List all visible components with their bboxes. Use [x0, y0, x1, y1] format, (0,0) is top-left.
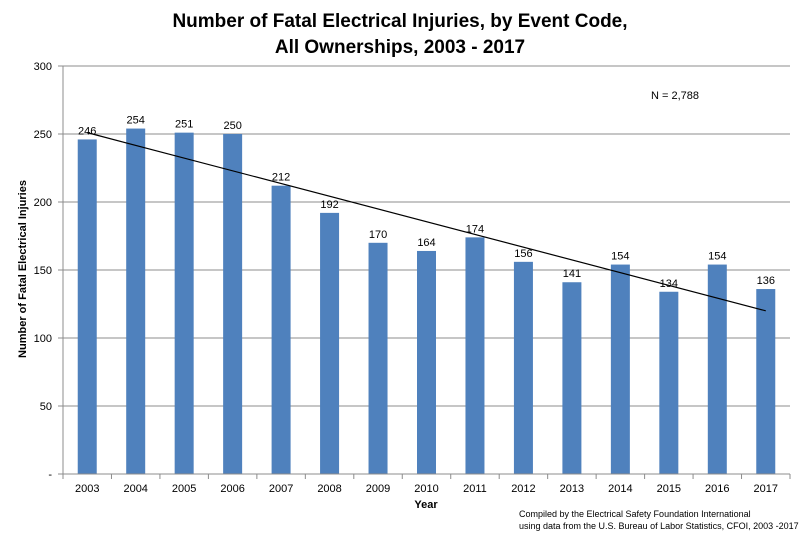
y-tick-label: 150 — [34, 265, 52, 277]
data-label: 192 — [320, 199, 338, 211]
y-tick-label: - — [48, 469, 52, 481]
axes — [58, 65, 791, 479]
data-label: 154 — [611, 251, 629, 263]
x-axis-label: Year — [414, 499, 438, 511]
x-tick-label: 2012 — [511, 483, 535, 495]
bar — [659, 291, 679, 474]
bar — [223, 134, 243, 474]
x-tick-label: 2009 — [366, 483, 390, 495]
bar — [368, 242, 388, 474]
bar — [271, 185, 291, 474]
y-tick-label: 100 — [34, 333, 52, 345]
bars-group — [77, 128, 776, 474]
data-label: 141 — [563, 268, 581, 280]
bar — [126, 128, 146, 474]
sample-size-annotation: N = 2,788 — [651, 90, 699, 102]
data-label: 134 — [660, 278, 678, 290]
x-tick-label: 2005 — [172, 483, 196, 495]
y-axis-label: Number of Fatal Electrical Injuries — [17, 180, 29, 358]
bar — [320, 212, 340, 474]
bar — [174, 132, 194, 474]
data-label: 254 — [127, 115, 145, 127]
bar — [756, 289, 776, 474]
y-tick-label: 50 — [40, 401, 52, 413]
data-label: 246 — [78, 125, 96, 137]
x-tick-label: 2014 — [608, 483, 632, 495]
bar — [610, 264, 630, 474]
data-label: 156 — [514, 248, 532, 260]
credit-line-1: Compiled by the Electrical Safety Founda… — [519, 509, 751, 519]
data-label: 154 — [708, 251, 726, 263]
bar — [562, 282, 582, 474]
bar — [417, 250, 436, 474]
y-tick-label: 250 — [34, 129, 52, 141]
trend-line — [87, 132, 766, 312]
x-tick-label: 2013 — [560, 483, 584, 495]
bar — [707, 264, 727, 474]
x-tick-label: 2016 — [705, 483, 729, 495]
x-tick-label: 2006 — [220, 483, 244, 495]
x-tick-labels: 2003 2004 2005 2006 2007 2008 2009 2010 2011 2012… — [75, 483, 778, 495]
data-label: 164 — [417, 237, 435, 249]
x-tick-label: 2008 — [317, 483, 341, 495]
data-label: 212 — [272, 172, 290, 184]
credit-line-2: using data from the U.S. Bureau of Labor… — [519, 521, 799, 531]
data-label: 251 — [175, 119, 193, 131]
x-tick-label: 2015 — [657, 483, 681, 495]
data-labels: 246 254 251 250 212 192 170 164 174 156 141 154 134 1… — [78, 115, 775, 290]
x-tick-label: 2017 — [754, 483, 778, 495]
x-tick-label: 2003 — [75, 483, 99, 495]
bar — [77, 139, 97, 474]
bar — [465, 237, 485, 474]
data-label: 174 — [466, 223, 484, 235]
data-label: 170 — [369, 229, 387, 241]
x-tick-label: 2010 — [414, 483, 438, 495]
x-tick-label: 2011 — [463, 483, 487, 495]
data-label: 250 — [223, 120, 241, 132]
bar — [513, 261, 533, 474]
x-tick-label: 2007 — [269, 483, 293, 495]
y-tick-label: 300 — [34, 61, 52, 73]
chart-title-line1: Number of Fatal Electrical Injuries, by … — [172, 11, 627, 32]
y-tick-label: 200 — [34, 197, 52, 209]
x-tick-label: 2004 — [123, 483, 147, 495]
data-label: 136 — [757, 275, 775, 287]
chart-title-line2: All Ownerships, 2003 - 2017 — [275, 37, 525, 58]
y-tick-labels: - 50 100 150 200 250 300 — [34, 61, 53, 481]
